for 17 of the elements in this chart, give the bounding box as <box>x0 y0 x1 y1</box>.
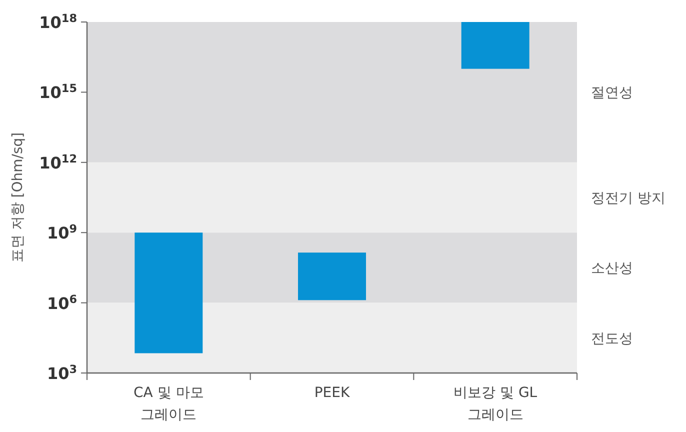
bar <box>298 252 366 300</box>
y-tick-label: 10$^{15}$ <box>39 82 77 102</box>
y-axis-title: 표면 저항 [Ohm/sq] <box>10 132 26 263</box>
band-label: 전도성 <box>591 330 633 347</box>
y-tick-label: 10$^{6}$ <box>46 292 78 313</box>
band-label: 소산성 <box>591 260 633 277</box>
band-label: 정전기 방지 <box>591 190 666 206</box>
y-tick-label: 10$^{18}$ <box>39 12 78 32</box>
band-label: 절연성 <box>591 85 633 102</box>
bar <box>134 232 203 354</box>
x-tick-label: PEEK <box>314 385 350 401</box>
x-tick-label: 비보강 및 GL 그레이드 <box>454 385 538 423</box>
y-tick-label: 10$^{9}$ <box>46 222 78 243</box>
y-tick-label: 10$^{12}$ <box>39 152 77 172</box>
bar <box>461 22 530 69</box>
y-tick-label: 10$^{3}$ <box>46 362 77 383</box>
x-tick-label: CA 및 마모 그레이드 <box>134 385 204 423</box>
